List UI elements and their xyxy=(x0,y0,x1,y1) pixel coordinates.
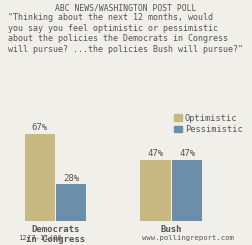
Bar xyxy=(141,160,171,220)
Text: www.pollingreport.com: www.pollingreport.com xyxy=(142,235,234,241)
Text: 67%: 67% xyxy=(32,123,48,132)
Bar xyxy=(172,160,202,220)
Text: 28%: 28% xyxy=(63,173,79,183)
Text: 47%: 47% xyxy=(179,149,195,158)
Text: ABC NEWS/WASHINGTON POST POLL: ABC NEWS/WASHINGTON POST POLL xyxy=(55,4,197,13)
Legend: Optimistic, Pessimistic: Optimistic, Pessimistic xyxy=(174,114,243,134)
Bar xyxy=(25,134,55,220)
Text: "Thinking about the next 12 months, would
you say you feel optimistic or pessimi: "Thinking about the next 12 months, woul… xyxy=(9,13,243,54)
Bar xyxy=(56,184,86,221)
Text: 47%: 47% xyxy=(148,149,164,158)
Text: 12/7-11/06: 12/7-11/06 xyxy=(18,235,61,241)
